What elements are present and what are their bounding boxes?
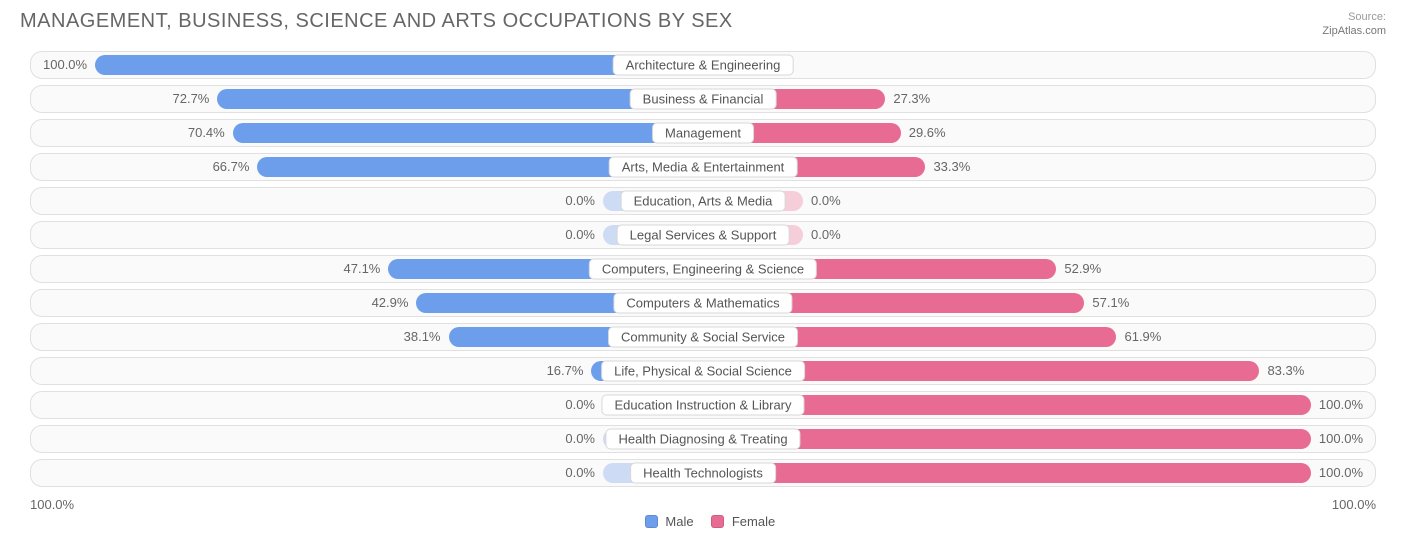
female-pct: 33.3%	[925, 159, 978, 174]
female-track: 33.3%	[703, 157, 1371, 177]
male-pct: 72.7%	[165, 91, 218, 106]
male-pct: 47.1%	[336, 261, 389, 276]
male-track: 0.0%	[35, 225, 703, 245]
category-label: Education Instruction & Library	[601, 394, 804, 415]
source-label: Source:	[1348, 11, 1386, 23]
chart-row: 66.7% 33.3% Arts, Media & Entertainment	[30, 153, 1376, 181]
female-pct: 100.0%	[1311, 397, 1371, 412]
chart-row: 16.7% 83.3% Life, Physical & Social Scienc…	[30, 357, 1376, 385]
category-label: Legal Services & Support	[617, 224, 790, 245]
male-pct: 0.0%	[557, 227, 603, 242]
x-axis: 100.0% 100.0%	[20, 493, 1386, 512]
chart-row: 70.4% 29.6% Management	[30, 119, 1376, 147]
female-pct: 27.3%	[885, 91, 938, 106]
male-pct: 0.0%	[557, 431, 603, 446]
male-track: 38.1%	[35, 327, 703, 347]
female-pct: 29.6%	[901, 125, 954, 140]
category-label: Architecture & Engineering	[613, 54, 794, 75]
female-pct: 0.0%	[803, 227, 849, 242]
female-track: 0.0%	[703, 225, 1371, 245]
female-pct: 100.0%	[1311, 465, 1371, 480]
female-track: 0.0%	[703, 55, 1371, 75]
female-pct: 100.0%	[1311, 431, 1371, 446]
chart-area: 100.0%0.0%Architecture & Engineering72.7…	[20, 51, 1386, 487]
source-name: ZipAtlas.com	[1322, 25, 1386, 37]
legend-label-male: Male	[665, 514, 693, 529]
axis-right-label: 100.0%	[1332, 497, 1376, 512]
female-track: 0.0%	[703, 191, 1371, 211]
chart-row: 38.1% 61.9% Community & Social Service	[30, 323, 1376, 351]
male-track: 66.7%	[35, 157, 703, 177]
category-label: Education, Arts & Media	[621, 190, 786, 211]
chart-row: 42.9% 57.1% Computers & Mathematics	[30, 289, 1376, 317]
chart-row: 0.0% 0.0% Legal Services & Support	[30, 221, 1376, 249]
category-label: Life, Physical & Social Science	[601, 360, 805, 381]
male-track: 42.9%	[35, 293, 703, 313]
male-pct: 66.7%	[205, 159, 258, 174]
female-track: 100.0%	[703, 463, 1371, 483]
female-pct: 61.9%	[1116, 329, 1169, 344]
chart-row: 47.1% 52.9% Computers, Engineering & Scien…	[30, 255, 1376, 283]
chart-row: 0.0% 100.0% Education Instruction & Librar…	[30, 391, 1376, 419]
female-track: 29.6%	[703, 123, 1371, 143]
female-pct: 0.0%	[803, 193, 849, 208]
female-track: 27.3%	[703, 89, 1371, 109]
male-pct: 70.4%	[180, 125, 233, 140]
category-label: Health Diagnosing & Treating	[605, 428, 800, 449]
male-pct: 0.0%	[557, 397, 603, 412]
female-track: 61.9%	[703, 327, 1371, 347]
axis-left-label: 100.0%	[30, 497, 74, 512]
category-label: Management	[652, 122, 754, 143]
male-track: 70.4%	[35, 123, 703, 143]
male-bar	[233, 123, 703, 143]
legend-swatch-female	[711, 515, 724, 528]
male-pct: 0.0%	[557, 193, 603, 208]
male-track: 100.0%	[35, 55, 703, 75]
male-pct: 0.0%	[557, 465, 603, 480]
category-label: Community & Social Service	[608, 326, 798, 347]
male-track: 0.0%	[35, 463, 703, 483]
legend: Male Female	[20, 514, 1386, 529]
chart-header: Management, Business, Science and Arts O…	[20, 10, 1386, 39]
male-pct: 16.7%	[539, 363, 592, 378]
chart-row: 0.0% 100.0% Health Technologists	[30, 459, 1376, 487]
male-track: 0.0%	[35, 429, 703, 449]
category-label: Business & Financial	[630, 88, 777, 109]
male-pct: 42.9%	[364, 295, 417, 310]
chart-source: Source: ZipAtlas.com	[1322, 10, 1386, 39]
female-track: 100.0%	[703, 429, 1371, 449]
chart-row: 0.0% 100.0% Health Diagnosing & Treating	[30, 425, 1376, 453]
female-pct: 57.1%	[1084, 295, 1137, 310]
male-pct: 38.1%	[396, 329, 449, 344]
male-track: 0.0%	[35, 191, 703, 211]
male-pct: 100.0%	[35, 57, 95, 72]
category-label: Computers, Engineering & Science	[589, 258, 817, 279]
female-bar	[703, 463, 1311, 483]
chart-row: 100.0% 0.0%Architecture & Engineering	[30, 51, 1376, 79]
chart-row: 0.0% 0.0% Education, Arts & Media	[30, 187, 1376, 215]
legend-label-female: Female	[732, 514, 775, 529]
female-pct: 52.9%	[1056, 261, 1109, 276]
male-track: 72.7%	[35, 89, 703, 109]
category-label: Arts, Media & Entertainment	[609, 156, 798, 177]
category-label: Health Technologists	[630, 462, 776, 483]
female-pct: 83.3%	[1259, 363, 1312, 378]
category-label: Computers & Mathematics	[613, 292, 792, 313]
female-track: 57.1%	[703, 293, 1371, 313]
chart-row: 72.7% 27.3% Business & Financial	[30, 85, 1376, 113]
chart-title: Management, Business, Science and Arts O…	[20, 10, 733, 33]
legend-swatch-male	[645, 515, 658, 528]
